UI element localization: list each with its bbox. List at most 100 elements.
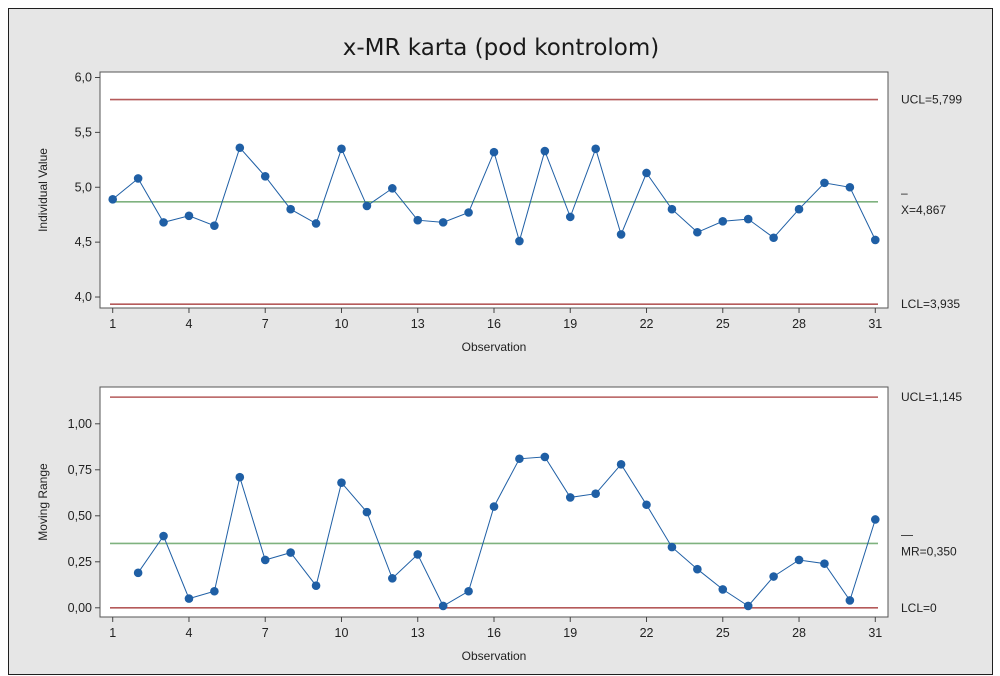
moving-range-data-point [388, 574, 397, 583]
moving-range-xtick-label: 13 [411, 626, 425, 640]
moving-range-lcl-label: LCL=0 [901, 601, 937, 615]
moving-range-data-point [337, 478, 346, 487]
individual-lcl-label: LCL=3,935 [901, 297, 960, 311]
individual-ytick-label: 4,0 [75, 290, 92, 304]
moving-range-data-point [870, 515, 880, 524]
moving-range-data-point [413, 550, 423, 559]
individual-plot-area [99, 71, 889, 309]
individual-data-point [337, 144, 346, 154]
moving-range-y-axis-title: Moving Range [36, 463, 50, 541]
individual-data-point [438, 218, 448, 227]
individual-ytick-label: 6,0 [75, 70, 92, 84]
moving-range-xtick-label: 1 [109, 626, 116, 640]
individual-data-point [667, 204, 677, 214]
individual-data-point [260, 171, 270, 181]
individual-xtick-label: 31 [868, 317, 882, 331]
moving-range-data-point [133, 568, 143, 578]
individual-center-bar: – [901, 186, 908, 200]
individual-ytick-label: 4,5 [75, 235, 92, 249]
individual-data-point [870, 235, 880, 245]
individual-data-point [311, 219, 321, 228]
moving-range-series-line [137, 456, 876, 607]
moving-range-data-point [184, 594, 194, 603]
moving-range-data-point [616, 459, 626, 469]
moving-range-data-point [591, 489, 600, 499]
individual-xtick-label: 13 [411, 317, 425, 331]
moving-range-ytick-label: 0,25 [68, 555, 92, 569]
individual-data-point [464, 208, 473, 217]
individual-data-point [845, 182, 855, 192]
moving-range-data-point [235, 472, 245, 482]
individual-xtick-label: 7 [262, 317, 269, 331]
individual-data-point [540, 146, 550, 156]
chart-title: x-MR karta (pod kontrolom) [343, 35, 660, 61]
individual-data-point [769, 233, 778, 243]
individual-data-point [489, 147, 499, 157]
individual-data-point [743, 214, 753, 224]
moving-range-plot-area [99, 386, 889, 618]
individual-data-point [413, 215, 423, 225]
individual-ytick-label: 5,5 [75, 125, 92, 139]
individual-data-point [133, 174, 143, 183]
moving-range-data-point [718, 585, 728, 594]
moving-range-data-point [489, 502, 499, 511]
moving-range-xtick-label: 16 [487, 626, 501, 640]
individual-xtick-label: 28 [792, 317, 806, 331]
individual-data-point [286, 204, 295, 214]
moving-range-ytick-label: 0,00 [68, 601, 92, 615]
individual-data-point [388, 184, 397, 193]
moving-range-data-point [515, 454, 524, 464]
moving-range-xtick-label: 28 [792, 626, 806, 640]
moving-range-data-point [464, 586, 473, 596]
individual-data-point [565, 212, 575, 222]
moving-range-ytick-label: 1,00 [68, 417, 92, 431]
individual-x-axis-title: Observation [462, 340, 527, 354]
moving-range-data-point [260, 555, 270, 565]
individual-data-point [235, 143, 245, 153]
moving-range-data-point [743, 601, 753, 611]
moving-range-data-point [820, 559, 829, 568]
moving-range-data-point [311, 581, 321, 591]
moving-range-data-point [540, 452, 550, 462]
individual-xtick-label: 25 [716, 317, 730, 331]
individual-ucl-label: UCL=5,799 [901, 93, 962, 107]
individual-data-point [693, 227, 702, 237]
individual-y-axis-title: Individual Value [36, 148, 50, 232]
moving-range-data-point [159, 531, 168, 541]
individual-xtick-label: 16 [487, 317, 501, 331]
individual-data-point [591, 144, 600, 154]
moving-range-xtick-label: 10 [335, 626, 349, 640]
individual-data-point [210, 221, 219, 230]
moving-range-data-point [667, 542, 677, 552]
moving-range-data-point [794, 555, 804, 565]
individual-data-point [794, 204, 804, 214]
chart-canvas: x-MR karta (pod kontrolom) 4,0 4,5 5,0 5,5 6… [36, 35, 962, 663]
moving-range-xtick-label: 25 [716, 626, 730, 640]
individual-data-point [820, 178, 829, 188]
individual-ytick-label: 5,0 [75, 180, 92, 194]
moving-range-data-point [565, 493, 575, 502]
moving-range-panel: 0,00 0,25 0,50 0,75 1,00 1 4 7 10 13 16 19 22 25 28 31 O… [36, 386, 962, 663]
individual-data-point [515, 236, 524, 246]
moving-range-data-point [845, 596, 855, 605]
moving-range-data-point [769, 572, 778, 581]
moving-range-data-point [642, 500, 651, 510]
individual-data-point [642, 168, 651, 178]
individual-data-point [184, 211, 194, 221]
individual-data-point [616, 230, 626, 239]
moving-range-data-point [438, 601, 448, 611]
individual-data-point [362, 201, 372, 211]
moving-range-xtick-label: 22 [640, 626, 654, 640]
moving-range-ucl-label: UCL=1,145 [901, 390, 962, 404]
moving-range-center-label: MR=0,350 [901, 544, 957, 558]
moving-range-center-bar: — [901, 527, 913, 541]
moving-range-data-point [210, 586, 219, 596]
moving-range-xtick-label: 31 [868, 626, 882, 640]
individual-data-point [718, 216, 728, 226]
individual-data-point [108, 195, 118, 204]
individual-xtick-label: 22 [640, 317, 654, 331]
moving-range-ytick-label: 0,50 [68, 509, 92, 523]
individual-data-point [159, 218, 168, 227]
moving-range-x-axis-title: Observation [462, 649, 527, 663]
individual-xtick-label: 1 [109, 317, 116, 331]
